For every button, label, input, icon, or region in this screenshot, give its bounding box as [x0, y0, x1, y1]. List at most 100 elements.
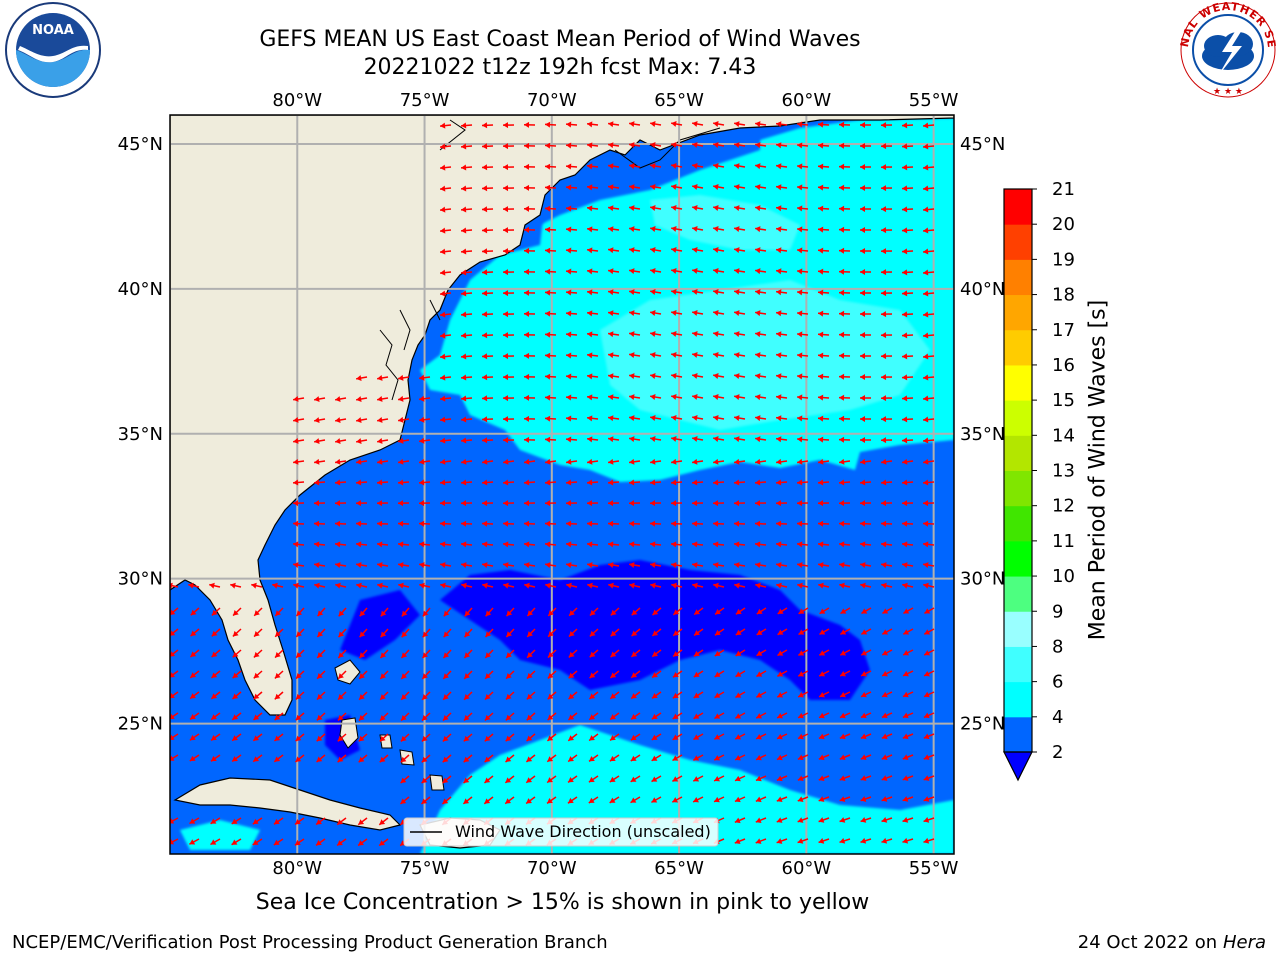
wind-wave-arrow [481, 500, 494, 507]
wind-wave-arrow [274, 607, 284, 617]
wind-wave-arrow [651, 733, 662, 741]
wind-wave-arrow [713, 582, 725, 589]
wind-wave-arrow [754, 500, 767, 507]
wind-wave-arrow [607, 352, 620, 359]
wind-wave-arrow [923, 775, 935, 781]
lat-label-left: 25°N [118, 714, 163, 735]
wind-wave-arrow [544, 226, 557, 233]
wind-wave-arrow [211, 607, 221, 616]
wind-wave-arrow [273, 817, 284, 825]
wind-wave-arrow [401, 607, 410, 617]
wind-wave-arrow [400, 775, 410, 784]
wind-wave-arrow [650, 562, 662, 568]
wind-wave-arrow [735, 628, 746, 636]
wind-wave-arrow [755, 415, 767, 422]
wind-wave-arrow [607, 373, 620, 380]
wind-wave-arrow [526, 628, 536, 638]
wind-wave-arrow [586, 394, 599, 401]
wind-wave-arrow [713, 796, 725, 803]
wind-wave-arrow [357, 838, 368, 847]
wind-wave-arrow [692, 205, 704, 211]
wind-wave-arrow [190, 607, 200, 616]
wind-wave-arrow [901, 248, 914, 255]
wind-wave-arrow [650, 268, 662, 274]
wind-wave-arrow [460, 479, 473, 486]
wind-wave-arrow [839, 691, 851, 698]
wind-wave-arrow [376, 500, 389, 507]
wind-wave-arrow [693, 628, 704, 637]
wind-wave-arrow [565, 310, 578, 317]
wind-wave-arrow [607, 247, 620, 254]
wind-wave-arrow [839, 582, 851, 589]
wind-wave-arrow [775, 268, 788, 275]
wind-wave-arrow [712, 520, 725, 527]
wind-wave-arrow [334, 500, 347, 507]
wind-wave-arrow [357, 817, 368, 826]
wind-wave-arrow [817, 121, 830, 128]
wind-wave-arrow [650, 184, 662, 190]
wind-wave-arrow [463, 733, 473, 742]
wind-wave-arrow [481, 185, 494, 192]
colorbar-tick-labels: 2 4 6 8 9 10 11 12 13 14 15 16 17 18 19 20 21 [1032, 179, 1075, 763]
lat-label-right: 30°N [960, 569, 1005, 590]
wind-wave-arrow [356, 582, 368, 589]
wind-wave-arrow [523, 331, 536, 338]
wind-wave-arrow [378, 817, 389, 826]
wind-wave-arrow [901, 164, 914, 171]
wind-wave-arrow [586, 205, 599, 212]
wind-wave-arrow [817, 479, 830, 486]
wind-wave-arrow [523, 163, 536, 170]
wind-wave-arrow [397, 500, 410, 507]
wind-wave-arrow [503, 582, 515, 589]
wind-wave-arrow [755, 373, 767, 380]
wind-wave-arrow [922, 332, 935, 339]
wind-wave-arrow [901, 227, 914, 234]
wind-wave-arrow [481, 206, 494, 213]
wind-wave-arrow [692, 775, 704, 782]
wind-wave-arrow [334, 520, 347, 527]
wind-wave-arrow [839, 817, 851, 823]
wind-wave-arrow [544, 415, 557, 422]
wind-wave-arrow [502, 185, 515, 192]
wind-wave-arrow [460, 122, 473, 129]
wind-wave-arrow [839, 562, 851, 568]
sea-ice-note: Sea Ice Concentration > 15% is shown in … [255, 890, 870, 915]
wind-wave-arrow [523, 500, 536, 507]
wind-wave-arrow [377, 375, 389, 381]
wind-wave-arrow [650, 310, 662, 316]
wind-wave-arrow [232, 607, 242, 617]
wind-wave-arrow [630, 775, 641, 783]
wind-wave-arrow [796, 541, 809, 548]
wind-wave-arrow [776, 691, 788, 698]
wind-wave-arrow [607, 226, 620, 233]
wind-wave-arrow [839, 733, 851, 740]
wind-wave-arrow [755, 436, 767, 443]
wind-wave-arrow [376, 479, 389, 486]
wind-wave-arrow [440, 562, 452, 568]
wind-wave-arrow [755, 184, 767, 191]
wind-wave-arrow [819, 628, 830, 636]
colorbar-tick-label: 8 [1052, 636, 1063, 657]
wind-wave-arrow [922, 500, 935, 507]
wind-wave-arrow [838, 479, 851, 486]
colorbar-under-extension [1003, 751, 1033, 782]
wind-wave-arrow [589, 670, 599, 679]
lon-label-top: 70°W [527, 90, 577, 111]
wind-wave-arrow [565, 268, 578, 275]
wind-wave-arrow [713, 226, 725, 232]
wind-wave-arrow [418, 416, 431, 423]
wind-wave-arrow [776, 562, 788, 568]
wind-wave-arrow [460, 185, 473, 192]
wind-wave-arrow [838, 520, 851, 527]
colorbar-segment [1004, 716, 1032, 753]
wind-wave-arrow [860, 628, 872, 635]
wind-wave-arrow [838, 142, 851, 149]
wind-wave-arrow [817, 541, 830, 548]
wind-wave-arrow [628, 541, 641, 548]
wind-wave-arrow [210, 733, 221, 742]
colorbar-segment [1004, 611, 1032, 647]
wind-wave-arrow [418, 520, 431, 527]
wind-wave-arrow [880, 122, 893, 129]
wind-wave-arrow [818, 458, 830, 465]
wind-wave-arrow [589, 628, 599, 637]
